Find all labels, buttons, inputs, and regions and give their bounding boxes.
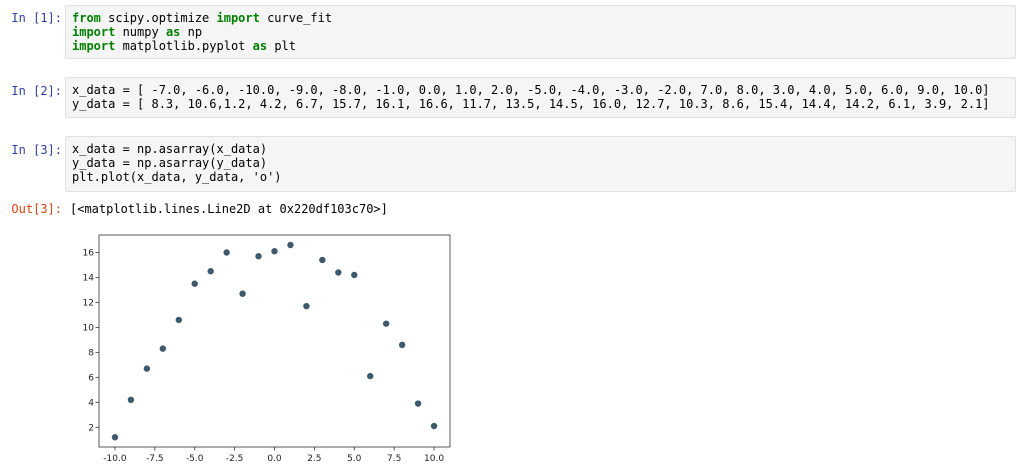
input-prompt: In [3]: xyxy=(11,143,62,157)
code-token: scipy.optimize xyxy=(100,11,217,25)
y-tick-label: 14 xyxy=(83,273,95,283)
data-point xyxy=(335,269,342,276)
data-point xyxy=(239,290,246,297)
data-point xyxy=(351,271,358,279)
code-line: y_data = [ 8.3, 10.6,1.2, 4.2, 6.7, 15.7… xyxy=(72,97,1009,111)
y-tick-label: 8 xyxy=(88,348,94,358)
code-line: x_data = np.asarray(x_data) xyxy=(72,142,1009,156)
code-token: y_data = np.asarray(y_data) xyxy=(72,156,268,170)
input-prompt: In [2]: xyxy=(11,84,62,98)
axes-frame xyxy=(98,234,451,448)
code-token: numpy xyxy=(115,25,166,39)
output-prompt: Out[3]: xyxy=(11,202,62,216)
output-text: [<matplotlib.lines.Line2D at 0x220df103c… xyxy=(70,202,388,216)
code-token: x_data = np.asarray(x_data) xyxy=(72,142,268,156)
x-tick-label: 5.0 xyxy=(347,454,362,464)
code-token: y_data = [ 8.3, 10.6,1.2, 4.2, 6.7, 15.7… xyxy=(72,97,990,111)
code-token: np xyxy=(180,25,203,39)
data-point xyxy=(255,253,262,260)
code-token: plt.plot(x_data, y_data, 'o') xyxy=(72,170,282,184)
data-point xyxy=(382,320,390,327)
x-tick-label: 0.0 xyxy=(267,454,282,464)
data-point xyxy=(191,280,198,287)
code-line: plt.plot(x_data, y_data, 'o') xyxy=(72,170,1009,184)
data-point xyxy=(207,268,214,275)
data-point xyxy=(303,302,310,310)
data-point xyxy=(127,396,135,404)
keyword: as xyxy=(165,25,181,39)
code-editor[interactable]: x_data = [ -7.0, -6.0, -10.0, -9.0, -8.0… xyxy=(65,77,1016,118)
x-tick-label: -10.0 xyxy=(103,454,127,464)
data-point xyxy=(414,400,422,407)
code-token: matplotlib.pyplot xyxy=(115,39,253,53)
code-token: curve_fit xyxy=(259,11,333,25)
y-tick-label: 6 xyxy=(88,373,94,383)
keyword: import xyxy=(72,39,116,53)
y-tick-label: 16 xyxy=(83,248,95,258)
y-tick-label: 2 xyxy=(88,423,94,433)
code-line: import numpy as np xyxy=(72,25,1009,39)
x-tick-label: 2.5 xyxy=(307,454,321,464)
x-tick-label: 7.5 xyxy=(387,454,401,464)
data-point xyxy=(143,365,151,372)
code-editor[interactable]: x_data = np.asarray(x_data) y_data = np.a… xyxy=(65,136,1016,192)
code-editor[interactable]: from scipy.optimize import curve_fit impo… xyxy=(65,5,1016,59)
data-point xyxy=(175,316,182,324)
data-point xyxy=(367,372,374,380)
y-tick-label: 12 xyxy=(83,298,94,308)
code-token: plt xyxy=(267,39,296,53)
y-tick-label: 10 xyxy=(83,323,95,333)
x-tick-label: -5.0 xyxy=(186,454,204,464)
data-point xyxy=(223,249,230,256)
code-line: from scipy.optimize import curve_fit xyxy=(72,11,1009,25)
keyword: import xyxy=(72,25,116,39)
keyword: as xyxy=(252,39,268,53)
code-token: x_data = [ -7.0, -6.0, -10.0, -9.0, -8.0… xyxy=(72,83,990,97)
keyword: from xyxy=(72,11,101,25)
y-tick-label: 4 xyxy=(88,398,94,408)
data-point xyxy=(287,241,294,249)
scatter-plot: -10.0 -7.5 -5.0 -2.5 0.0 2.5 5.0 7.5 10.0 2 4 6 8 10 1… xyxy=(83,234,451,464)
code-line: import matplotlib.pyplot as plt xyxy=(72,39,1009,53)
code-line: y_data = np.asarray(y_data) xyxy=(72,156,1009,170)
code-line: x_data = [ -7.0, -6.0, -10.0, -9.0, -8.0… xyxy=(72,83,1009,97)
input-prompt: In [1]: xyxy=(11,11,62,25)
x-tick-label: 10.0 xyxy=(424,454,444,464)
data-point xyxy=(159,345,167,352)
data-point xyxy=(398,341,406,349)
keyword: import xyxy=(216,11,260,25)
x-tick-label: -2.5 xyxy=(226,454,244,464)
data-point xyxy=(271,248,278,255)
data-point xyxy=(111,434,119,441)
data-point xyxy=(430,422,438,430)
x-tick-label: -7.5 xyxy=(146,454,164,464)
data-point xyxy=(319,256,326,264)
